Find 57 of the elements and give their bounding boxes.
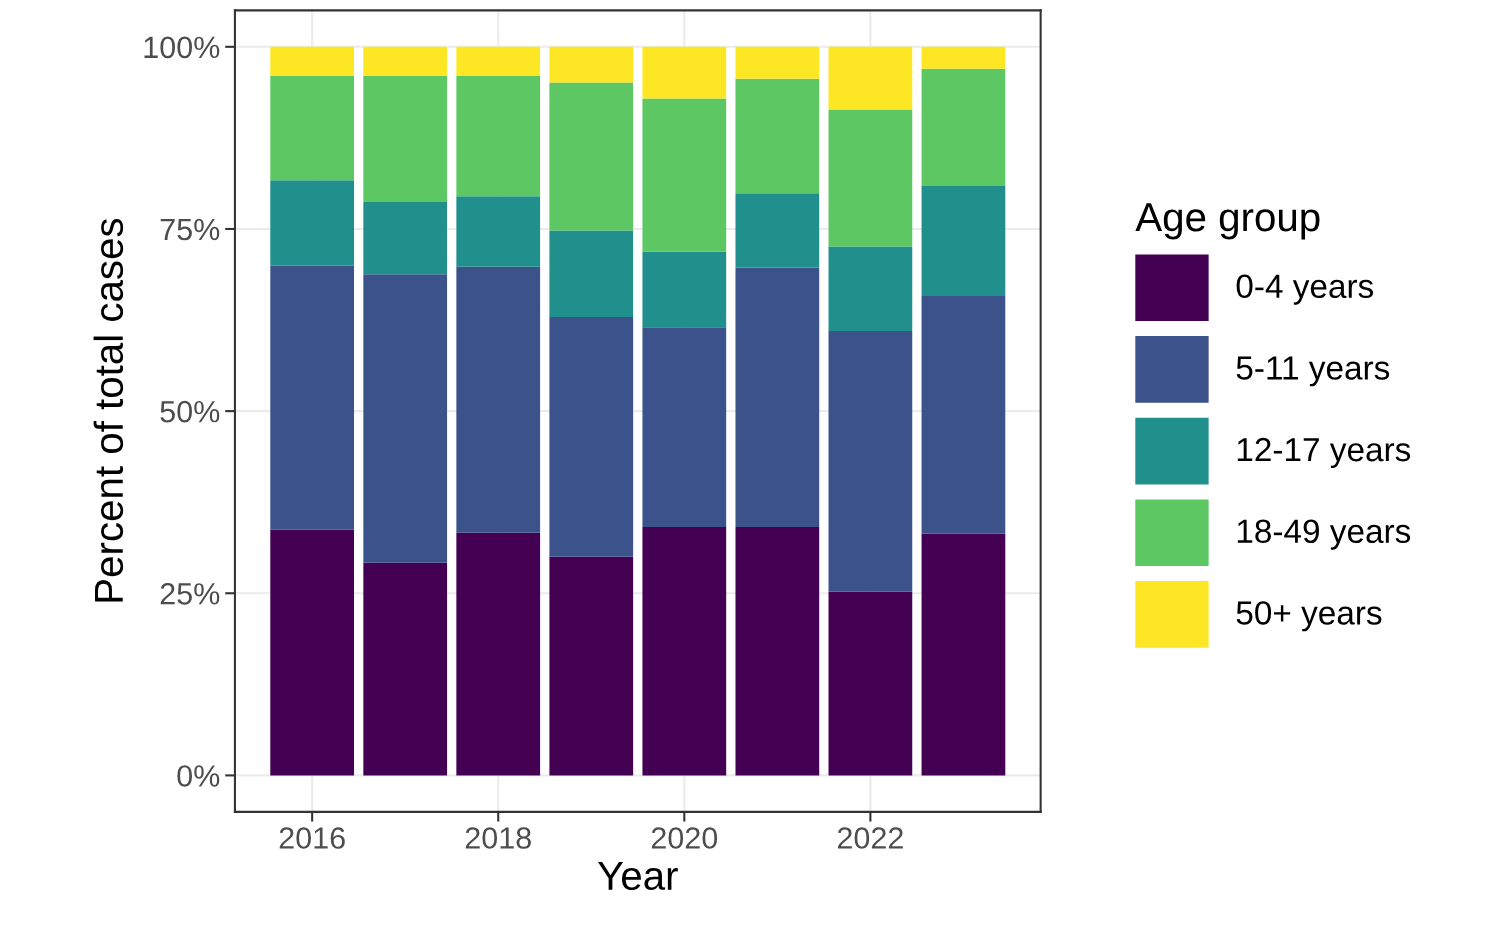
bar <box>270 180 355 266</box>
bar <box>456 196 541 267</box>
bar <box>921 46 1006 69</box>
bar <box>921 295 1006 534</box>
bar <box>363 562 448 776</box>
x-tick-label: 2016 <box>279 827 345 849</box>
bar <box>642 46 727 99</box>
bar <box>456 75 541 197</box>
bar <box>456 46 541 76</box>
bar <box>828 246 913 331</box>
bar <box>270 75 355 181</box>
x-tick-label: 2022 <box>837 827 903 849</box>
bar <box>735 46 820 79</box>
bar <box>642 98 727 252</box>
y-tick-label: 0% <box>177 765 220 787</box>
bar <box>642 251 727 328</box>
bar <box>456 532 541 776</box>
x-axis-title: Year <box>597 861 678 891</box>
legend-label: 0-4 years <box>1236 274 1374 305</box>
bar <box>549 230 634 318</box>
bar <box>456 266 541 533</box>
legend-title: Age group <box>1135 203 1320 240</box>
y-tick-label: 100% <box>144 36 220 59</box>
legend-label: 12-17 years <box>1237 437 1411 468</box>
bar <box>270 265 355 530</box>
bar <box>828 591 913 776</box>
bar <box>828 330 913 592</box>
x-tick-label: 2020 <box>651 827 718 849</box>
bar <box>363 75 448 202</box>
bar <box>642 526 727 776</box>
y-tick-label: 25% <box>160 583 220 605</box>
bar <box>921 185 1006 296</box>
bar <box>828 46 913 110</box>
bar <box>921 533 1006 776</box>
bar <box>270 46 355 76</box>
y-axis-title: Percent of total cases <box>93 218 124 602</box>
bar <box>735 193 820 268</box>
y-tick-label: 50% <box>160 400 220 423</box>
bar <box>549 317 634 557</box>
y-tick-label: 75% <box>160 218 220 241</box>
bar <box>270 529 355 776</box>
bar <box>828 109 913 247</box>
legend-label: 5-11 years <box>1236 356 1390 387</box>
legend-label: 18-49 years <box>1237 519 1411 550</box>
bar <box>363 202 448 275</box>
x-tick-label: 2018 <box>465 827 531 849</box>
legend-label: 50+ years <box>1236 601 1382 632</box>
bar <box>549 82 634 231</box>
bar <box>363 274 448 563</box>
bar <box>921 68 1006 186</box>
bar <box>549 46 634 83</box>
bar <box>735 526 820 776</box>
bar <box>363 46 448 76</box>
bar <box>642 327 727 527</box>
bar <box>549 556 634 776</box>
bar <box>735 267 820 527</box>
bar <box>735 78 820 194</box>
